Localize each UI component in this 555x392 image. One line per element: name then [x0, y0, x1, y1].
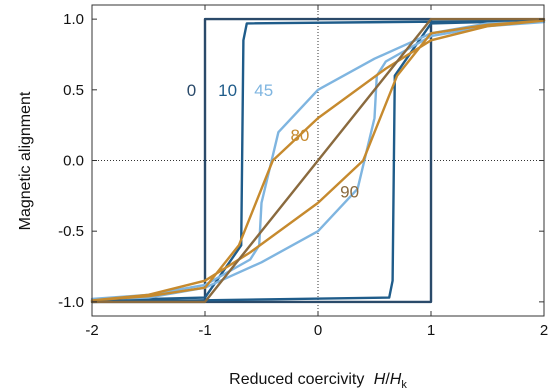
- x-axis-label-subscript: k: [401, 379, 407, 391]
- curve-label-10: 10: [218, 81, 237, 100]
- y-tick-label: 1.0: [63, 11, 84, 28]
- x-tick-label: -1: [198, 322, 211, 339]
- curve-label-45: 45: [254, 81, 273, 100]
- x-tick-label: 0: [314, 322, 322, 339]
- x-tick-label: 1: [427, 322, 435, 339]
- ticks-layer: -2 -1 0 1 2 -1.0 -0.5 0.0 0.5 1.0: [58, 5, 548, 339]
- curve-label-90: 90: [340, 183, 359, 202]
- x-axis-label: Reduced coercivity H/Hk: [229, 371, 407, 391]
- curve-label-0: 0: [187, 81, 196, 100]
- y-tick-label: -0.5: [58, 223, 84, 240]
- series-curve-90: [90, 17, 546, 304]
- x-axis-label-denominator: H: [390, 371, 402, 388]
- curve-label-80: 80: [290, 126, 309, 145]
- x-tick-label: 2: [540, 322, 548, 339]
- y-tick-label: -1.0: [58, 294, 84, 311]
- y-tick-label: 0.5: [63, 82, 84, 99]
- y-tick-label: 0.0: [63, 153, 84, 170]
- x-axis-label-numerator: H: [374, 371, 386, 388]
- curve-labels-layer: 0 10 45 80 90: [187, 81, 359, 202]
- x-tick-label: -2: [85, 322, 98, 339]
- y-axis-label: Magnetic alignment: [17, 91, 34, 230]
- x-axis-label-text: Reduced coercivity: [229, 371, 364, 388]
